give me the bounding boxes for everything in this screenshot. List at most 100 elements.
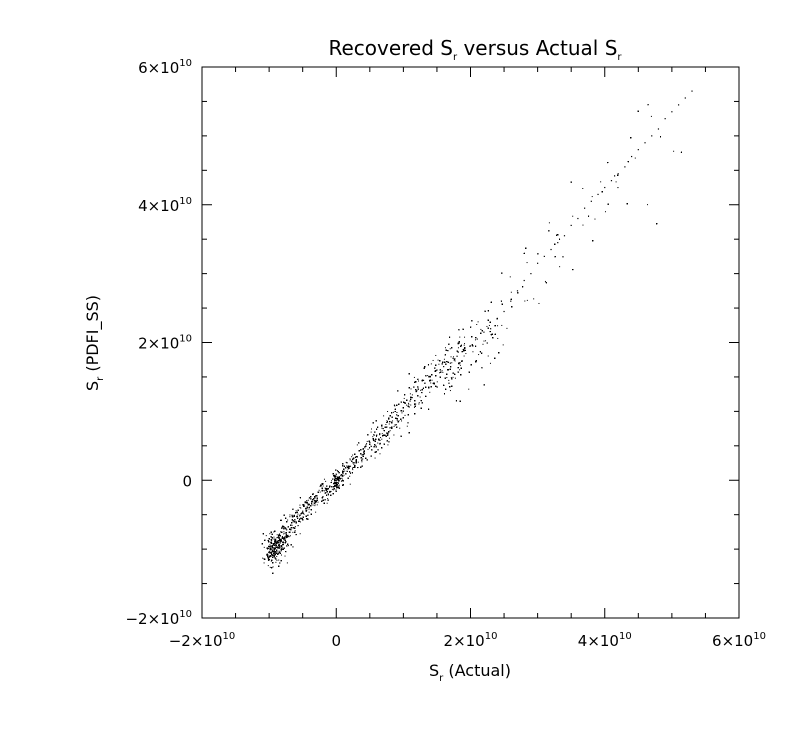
- data-point: [297, 513, 299, 515]
- data-point: [637, 149, 639, 151]
- data-point: [430, 382, 432, 384]
- data-point: [323, 478, 325, 480]
- data-point: [401, 412, 403, 414]
- data-point: [335, 480, 337, 482]
- data-point: [274, 543, 276, 545]
- data-point: [283, 537, 285, 539]
- data-point: [314, 497, 316, 499]
- data-point: [456, 355, 458, 357]
- data-point: [270, 552, 272, 554]
- data-point: [312, 504, 314, 506]
- data-point: [267, 548, 269, 550]
- data-point: [281, 541, 284, 543]
- data-point: [392, 420, 394, 422]
- data-point: [379, 439, 381, 441]
- data-point: [416, 390, 418, 392]
- data-point: [403, 397, 405, 399]
- data-point: [374, 457, 376, 459]
- data-point: [476, 324, 478, 326]
- data-point: [582, 224, 584, 226]
- data-point: [406, 425, 408, 427]
- data-point: [591, 196, 593, 198]
- data-point: [544, 280, 546, 282]
- data-point: [314, 501, 316, 503]
- data-point: [326, 502, 328, 504]
- data-point: [272, 550, 274, 552]
- data-point: [664, 118, 666, 120]
- data-point: [269, 545, 271, 547]
- data-point: [615, 181, 617, 183]
- data-point: [361, 461, 363, 463]
- data-point: [487, 355, 489, 357]
- data-point: [342, 475, 344, 477]
- data-point: [438, 363, 440, 365]
- data-point: [634, 157, 636, 159]
- data-point: [454, 377, 456, 379]
- data-point: [274, 557, 276, 559]
- data-point: [296, 516, 298, 518]
- data-point: [268, 551, 270, 554]
- data-point: [332, 489, 334, 491]
- data-point: [548, 222, 550, 224]
- data-point: [651, 135, 653, 137]
- data-point: [305, 511, 307, 513]
- data-point: [476, 338, 478, 340]
- data-point: [459, 336, 461, 338]
- data-point: [268, 547, 270, 549]
- data-point: [420, 389, 422, 391]
- data-point: [497, 325, 499, 327]
- data-point: [286, 529, 288, 531]
- data-point: [331, 480, 333, 482]
- data-point: [377, 442, 379, 444]
- data-point: [657, 128, 660, 130]
- data-point: [398, 420, 400, 422]
- data-point: [286, 562, 288, 564]
- data-point: [396, 414, 398, 416]
- data-point: [478, 354, 480, 356]
- data-point: [677, 104, 680, 106]
- data-point: [299, 521, 301, 523]
- data-point: [273, 551, 275, 553]
- data-point: [268, 551, 270, 553]
- data-point: [468, 388, 470, 390]
- data-point: [391, 421, 393, 423]
- data-point: [293, 515, 295, 517]
- data-point: [338, 485, 340, 487]
- data-point: [510, 300, 512, 302]
- data-point: [427, 375, 429, 377]
- data-point: [477, 321, 479, 323]
- data-point: [506, 327, 508, 329]
- data-point: [285, 551, 287, 553]
- data-point: [289, 516, 291, 518]
- data-point: [429, 391, 431, 393]
- data-point: [283, 539, 285, 541]
- data-point: [273, 549, 275, 551]
- data-point: [308, 503, 310, 505]
- data-point: [287, 519, 289, 521]
- data-point: [276, 555, 278, 557]
- data-point: [340, 480, 342, 482]
- data-point: [441, 370, 443, 372]
- data-point: [356, 444, 358, 446]
- data-point: [312, 493, 314, 495]
- data-point: [459, 364, 461, 366]
- data-point: [304, 505, 306, 507]
- data-point: [530, 273, 532, 275]
- data-point: [285, 528, 287, 530]
- data-point: [319, 485, 321, 487]
- data-point: [314, 503, 316, 505]
- data-point: [350, 465, 352, 467]
- data-point: [315, 500, 317, 502]
- data-point: [285, 533, 287, 535]
- data-point: [280, 549, 282, 551]
- data-point: [543, 255, 545, 258]
- data-point: [311, 501, 313, 503]
- data-point: [278, 542, 280, 544]
- data-point: [516, 290, 519, 292]
- data-point: [273, 544, 275, 546]
- data-point: [382, 427, 384, 430]
- data-point: [406, 404, 408, 406]
- data-point: [317, 501, 319, 503]
- data-point: [344, 470, 346, 472]
